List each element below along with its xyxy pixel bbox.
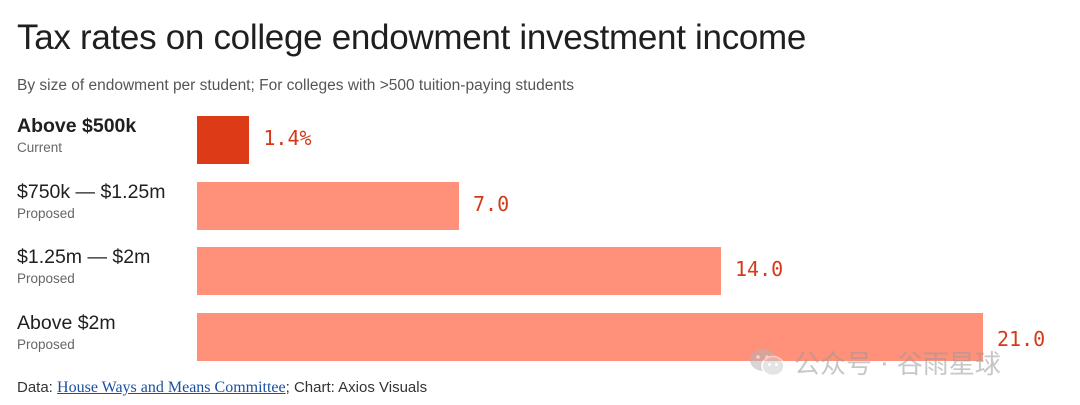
- bar: [197, 247, 721, 295]
- bar: [197, 312, 983, 361]
- category-label: $750k — $1.25m: [17, 180, 166, 203]
- chart-subtitle: By size of endowment per student; For co…: [17, 77, 575, 94]
- category-note: Proposed: [17, 336, 75, 352]
- value-label: 7.0: [473, 191, 510, 216]
- wechat-icon: [750, 348, 785, 376]
- category-label: $1.25m — $2m: [17, 246, 151, 268]
- source-link[interactable]: House Ways and Means Committee: [57, 379, 286, 396]
- footer-suffix: ; Chart: Axios Visuals: [285, 379, 428, 396]
- category-note: Proposed: [17, 271, 75, 286]
- watermark: 公众号 · 谷雨星球: [748, 344, 1001, 381]
- footer-credits: Data: House Ways and Means Committee; Ch…: [17, 379, 427, 397]
- value-label: 21.0: [997, 326, 1046, 351]
- category-label: Above $2m: [17, 311, 116, 334]
- bar: [197, 181, 459, 230]
- value-label: 14.0: [735, 257, 784, 281]
- footer-prefix: Data:: [17, 379, 58, 396]
- watermark-text: 公众号 · 谷雨星球: [794, 350, 1001, 380]
- bar: [197, 116, 250, 164]
- category-note: Proposed: [17, 205, 75, 221]
- category-note: Current: [17, 140, 63, 155]
- bar-chart: Above $500k Current 1.4% $750k — $1.25m Prop…: [0, 108, 1080, 361]
- bar-row: $750k — $1.25m Proposed 7.0: [0, 178, 1080, 230]
- bar-row: Above $2m Proposed 21.0: [0, 309, 1080, 361]
- category-label: Above $500k: [17, 115, 137, 137]
- value-label: 1.4%: [263, 126, 312, 150]
- bar-row: Above $500k Current 1.4%: [0, 112, 1080, 164]
- chart-title: Tax rates on college endowment investmen…: [17, 18, 807, 57]
- bar-row: $1.25m — $2m Proposed 14.0: [0, 243, 1080, 295]
